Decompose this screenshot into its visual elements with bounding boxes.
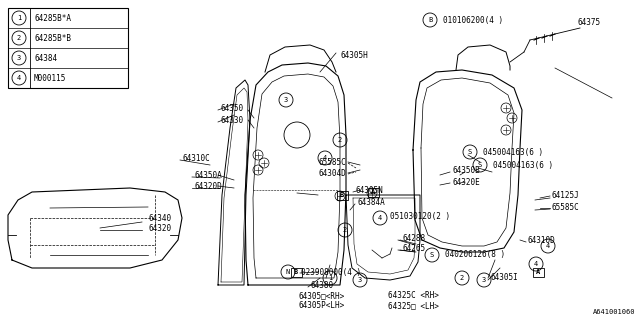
Text: 64285B*B: 64285B*B bbox=[34, 34, 71, 43]
Text: 4: 4 bbox=[546, 243, 550, 249]
Text: 64384: 64384 bbox=[34, 53, 57, 62]
Text: 65585C: 65585C bbox=[318, 157, 346, 166]
Text: 64375: 64375 bbox=[578, 18, 601, 27]
Text: 64305P<LH>: 64305P<LH> bbox=[298, 301, 344, 310]
Text: 64305N: 64305N bbox=[355, 186, 383, 195]
Text: S: S bbox=[478, 162, 482, 168]
Text: 1: 1 bbox=[17, 15, 21, 21]
Text: 4: 4 bbox=[534, 261, 538, 267]
Text: 3: 3 bbox=[482, 277, 486, 283]
Text: 2: 2 bbox=[343, 227, 347, 233]
Text: 64320E: 64320E bbox=[452, 178, 480, 187]
Text: 64304D: 64304D bbox=[318, 169, 346, 178]
Text: M000115: M000115 bbox=[34, 74, 67, 83]
Text: 4: 4 bbox=[378, 215, 382, 221]
Text: 64384A: 64384A bbox=[357, 197, 385, 206]
Text: B: B bbox=[340, 192, 344, 198]
Bar bbox=[367, 188, 378, 196]
Text: 65585C: 65585C bbox=[552, 203, 580, 212]
Text: 64325C <RH>: 64325C <RH> bbox=[388, 292, 439, 300]
Text: 64320: 64320 bbox=[148, 223, 171, 233]
Text: 64125J: 64125J bbox=[552, 190, 580, 199]
Bar bbox=[8, 8, 128, 88]
Text: 64305□<RH>: 64305□<RH> bbox=[298, 292, 344, 300]
Text: 64380: 64380 bbox=[310, 281, 333, 290]
Text: 64265: 64265 bbox=[402, 244, 425, 252]
Text: 045004163(6 ): 045004163(6 ) bbox=[493, 161, 553, 170]
Text: A641001060: A641001060 bbox=[593, 309, 635, 315]
Bar bbox=[291, 268, 301, 276]
Text: 051030120(2 ): 051030120(2 ) bbox=[390, 212, 450, 220]
Text: 2: 2 bbox=[17, 35, 21, 41]
Text: S: S bbox=[430, 252, 434, 258]
Text: 64350: 64350 bbox=[220, 103, 243, 113]
Text: 64340: 64340 bbox=[148, 213, 171, 222]
Text: 4: 4 bbox=[17, 75, 21, 81]
Text: 045004163(6 ): 045004163(6 ) bbox=[483, 148, 543, 156]
Text: 1: 1 bbox=[328, 275, 332, 281]
Text: S: S bbox=[468, 149, 472, 155]
Text: 64288: 64288 bbox=[402, 234, 425, 243]
Text: 64305I: 64305I bbox=[490, 274, 518, 283]
Text: 64350A: 64350A bbox=[194, 171, 221, 180]
Text: 2: 2 bbox=[460, 275, 464, 281]
Text: 3: 3 bbox=[284, 97, 288, 103]
Text: 64330: 64330 bbox=[220, 116, 243, 124]
Text: 010106200(4 ): 010106200(4 ) bbox=[443, 15, 503, 25]
Text: 64350B: 64350B bbox=[452, 165, 480, 174]
Text: 64310C: 64310C bbox=[182, 154, 210, 163]
Bar bbox=[532, 268, 543, 276]
Text: B: B bbox=[294, 269, 298, 275]
Text: 64325□ <LH>: 64325□ <LH> bbox=[388, 301, 439, 310]
Text: 040206126(8 ): 040206126(8 ) bbox=[445, 251, 505, 260]
Text: 3: 3 bbox=[358, 277, 362, 283]
Text: 4: 4 bbox=[323, 155, 327, 161]
Text: 3: 3 bbox=[17, 55, 21, 61]
Text: B: B bbox=[428, 17, 432, 23]
Text: 2: 2 bbox=[338, 137, 342, 143]
Text: 64305H: 64305H bbox=[340, 51, 368, 60]
Text: A: A bbox=[371, 189, 375, 195]
Bar bbox=[337, 190, 348, 199]
Text: 64310D: 64310D bbox=[528, 236, 556, 244]
Text: 64320D: 64320D bbox=[194, 181, 221, 190]
Text: A: A bbox=[536, 269, 540, 275]
Text: 023908000(4 ): 023908000(4 ) bbox=[301, 268, 361, 276]
Text: N: N bbox=[286, 269, 290, 275]
Text: 64285B*A: 64285B*A bbox=[34, 13, 71, 22]
